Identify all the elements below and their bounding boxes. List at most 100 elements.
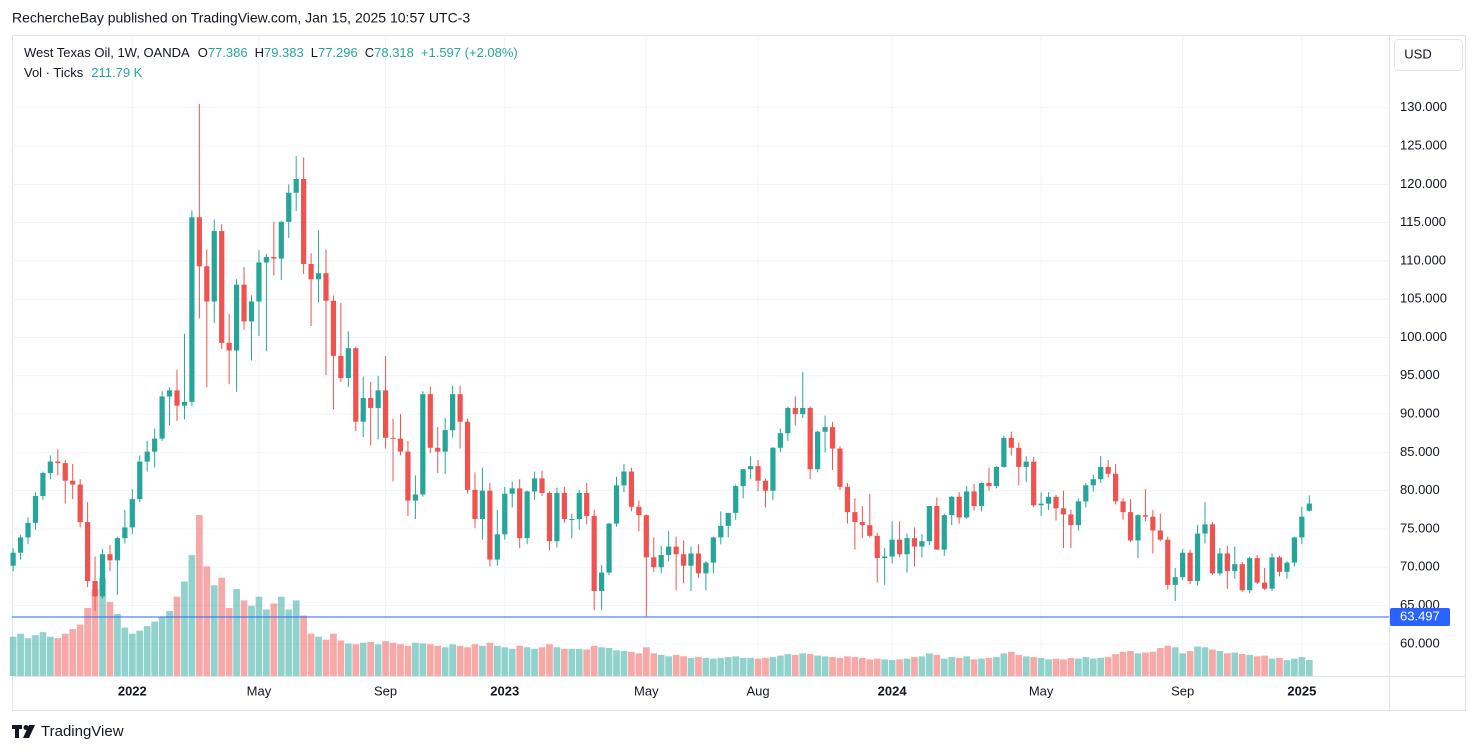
candle-body xyxy=(1008,437,1014,448)
candle-body xyxy=(323,273,329,301)
chart-frame xyxy=(12,35,1466,711)
candle-body xyxy=(628,471,635,507)
currency-button[interactable]: USD xyxy=(1394,39,1463,71)
volume-bar xyxy=(389,642,397,676)
candle-body xyxy=(740,469,746,487)
volume-bar xyxy=(1149,651,1157,676)
low-value: 77.296 xyxy=(318,45,358,60)
volume-bar xyxy=(993,657,1000,676)
volume-bar xyxy=(471,644,479,676)
candle-body xyxy=(1113,473,1119,502)
volume-bar xyxy=(441,647,449,676)
candle-body xyxy=(971,491,977,506)
volume-bar xyxy=(397,644,404,676)
volume-bar xyxy=(702,657,710,676)
candle-body xyxy=(412,494,418,501)
candle-body xyxy=(368,398,374,408)
volume-bar xyxy=(844,656,851,676)
candle-body xyxy=(1031,461,1037,506)
candle-body xyxy=(494,534,500,560)
volume-bar xyxy=(799,653,807,676)
candle-body xyxy=(85,522,91,582)
price-line-badge xyxy=(1390,608,1450,627)
volume-bar xyxy=(762,657,769,676)
candle-body xyxy=(233,284,240,351)
volume-bar xyxy=(121,627,129,676)
volume-bar xyxy=(1082,657,1090,676)
volume-bar xyxy=(218,577,226,676)
volume-bar xyxy=(419,643,427,676)
candle-body xyxy=(62,463,68,481)
candle-body xyxy=(844,486,851,513)
candle-body xyxy=(248,301,255,322)
candle-body xyxy=(613,485,620,524)
volume-bar xyxy=(926,653,933,676)
y-tick-label: 105.000 xyxy=(1400,291,1447,306)
currency-button-box[interactable] xyxy=(1394,39,1463,71)
volume-bar xyxy=(292,600,300,676)
candle-body xyxy=(718,525,724,538)
candle-body xyxy=(606,523,612,573)
volume-bar xyxy=(24,638,32,676)
volume-bar xyxy=(724,657,732,676)
volume-bar xyxy=(1216,651,1224,676)
volume-bar xyxy=(143,626,151,676)
volume-bar xyxy=(128,633,136,676)
y-tick-label: 110.000 xyxy=(1400,252,1446,267)
candle-body xyxy=(733,486,739,513)
y-tick-label: 130.000 xyxy=(1400,99,1447,114)
candle-body xyxy=(1291,537,1298,563)
high-value: 79.383 xyxy=(264,45,304,60)
volume-bar xyxy=(1104,657,1112,676)
volume-bar xyxy=(1283,660,1291,676)
x-tick-label: 2023 xyxy=(490,683,519,698)
candle-body xyxy=(17,537,24,553)
volume-bar xyxy=(300,615,307,676)
candle-body xyxy=(934,505,940,550)
volume-bar xyxy=(47,636,54,676)
volume-bar xyxy=(1261,655,1268,676)
candle-body xyxy=(397,438,404,452)
candle-body xyxy=(852,512,858,523)
candle-body xyxy=(919,541,925,547)
volume-bar xyxy=(233,589,240,676)
candle-body xyxy=(10,552,16,566)
candle-body xyxy=(710,537,716,563)
volume-bar xyxy=(1209,649,1216,676)
footer-brand: TradingView xyxy=(41,723,124,740)
candle-body xyxy=(472,489,478,520)
candle-body xyxy=(1209,524,1216,574)
volume-bar xyxy=(717,657,725,676)
candle-body xyxy=(762,480,769,491)
candle-body xyxy=(435,447,441,452)
candle-body xyxy=(1269,557,1275,589)
legend-ohlc: West Texas Oil, 1W, OANDA O77.386 H79.383 L… xyxy=(24,45,518,60)
candle-body xyxy=(92,581,98,597)
volume-bar xyxy=(970,659,978,676)
volume-bar xyxy=(739,657,747,676)
volume-bar xyxy=(747,657,754,676)
candle-body xyxy=(32,496,39,523)
volume-bar xyxy=(493,645,501,676)
volume-bar xyxy=(1015,654,1023,676)
volume-bar xyxy=(240,600,248,676)
volume-bar xyxy=(1119,651,1127,676)
volume-bar xyxy=(709,658,717,676)
volume-bar xyxy=(784,654,792,676)
candle-body xyxy=(1284,562,1290,572)
volume-bar xyxy=(642,647,650,676)
volume-bar xyxy=(1067,657,1075,676)
candle-body xyxy=(1306,503,1312,511)
candle-body xyxy=(99,554,106,597)
candle-body xyxy=(330,300,337,356)
volume-bar xyxy=(985,657,993,676)
candle-body xyxy=(219,231,225,343)
volume-bar xyxy=(948,657,956,676)
volume-bar xyxy=(672,654,680,676)
candle-body xyxy=(479,490,486,520)
candle-body xyxy=(546,492,553,542)
candle-body xyxy=(1120,501,1126,513)
currency-label[interactable]: USD xyxy=(1404,46,1431,61)
candle-body xyxy=(1217,553,1223,574)
volume-bar xyxy=(754,658,762,676)
